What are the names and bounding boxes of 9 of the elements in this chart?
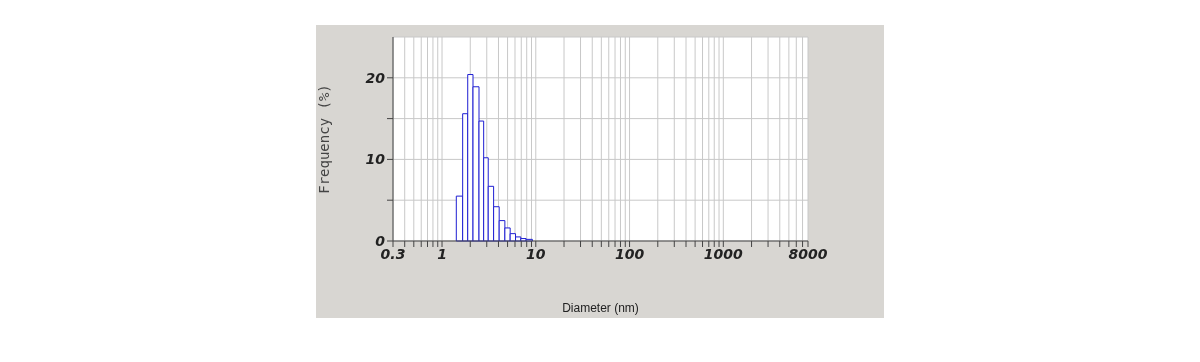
y-axis-title: Frequency (%): [315, 84, 332, 194]
x-tick-label: 1000: [703, 245, 744, 262]
x-tick-label: 1: [437, 245, 447, 262]
x-tick-label: 100: [614, 245, 645, 262]
x-tick-label: 8000: [788, 245, 828, 262]
y-tick-label: 10: [365, 151, 386, 168]
x-tick-label: 10: [526, 245, 546, 262]
x-axis-title: Diameter (nm): [562, 301, 639, 315]
y-tick-label: 20: [365, 69, 386, 86]
